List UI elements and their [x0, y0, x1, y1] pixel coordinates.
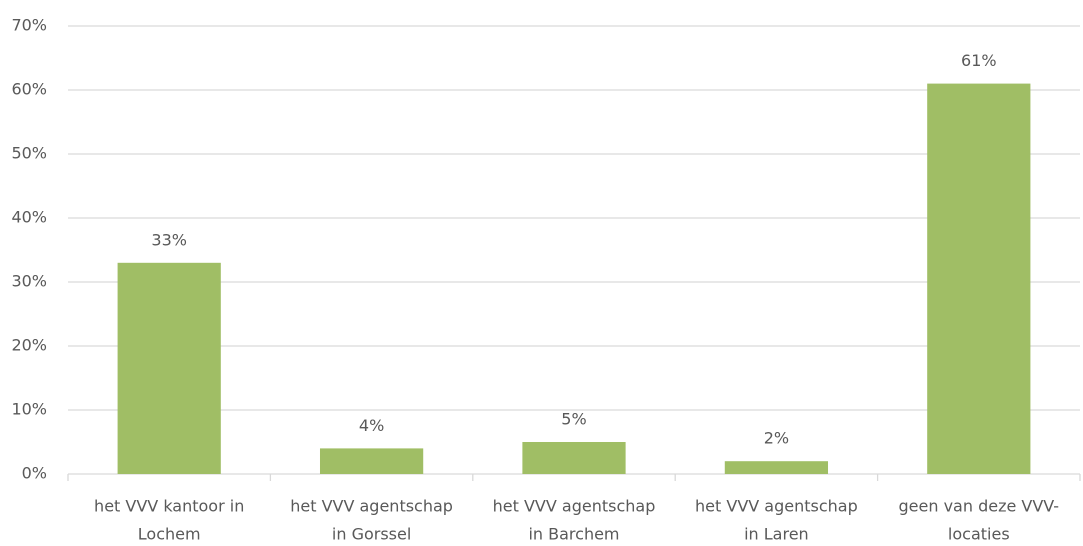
data-label: 4%: [359, 416, 384, 435]
bar: [319, 448, 424, 474]
bar: [927, 83, 1031, 474]
y-tick-label: 40%: [11, 208, 47, 227]
y-tick-label: 60%: [11, 80, 47, 99]
x-tick-label: Lochem: [138, 525, 201, 544]
y-tick-label: 50%: [11, 144, 47, 163]
bar: [522, 442, 626, 474]
y-tick-label: 0%: [22, 464, 47, 483]
data-label: 33%: [151, 230, 187, 249]
x-tick-label: locaties: [948, 525, 1010, 544]
y-tick-label: 10%: [11, 400, 47, 419]
x-tick-label: in Gorssel: [332, 525, 411, 544]
y-tick-label: 20%: [11, 336, 47, 355]
y-tick-label: 70%: [11, 16, 47, 35]
y-tick-label: 30%: [11, 272, 47, 291]
x-tick-label: in Laren: [744, 525, 809, 544]
bar: [117, 262, 221, 474]
x-tick-label: het VVV agentschap: [290, 497, 453, 516]
x-tick-label: het VVV agentschap: [493, 497, 656, 516]
data-label: 2%: [764, 429, 789, 448]
data-label: 61%: [961, 51, 997, 70]
x-tick-label: het VVV kantoor in: [94, 497, 244, 516]
data-label: 5%: [561, 410, 586, 429]
x-tick-label: in Barchem: [528, 525, 619, 544]
x-tick-label: het VVV agentschap: [695, 497, 858, 516]
x-tick-label: geen van deze VVV-: [899, 497, 1060, 516]
bar: [724, 461, 829, 474]
